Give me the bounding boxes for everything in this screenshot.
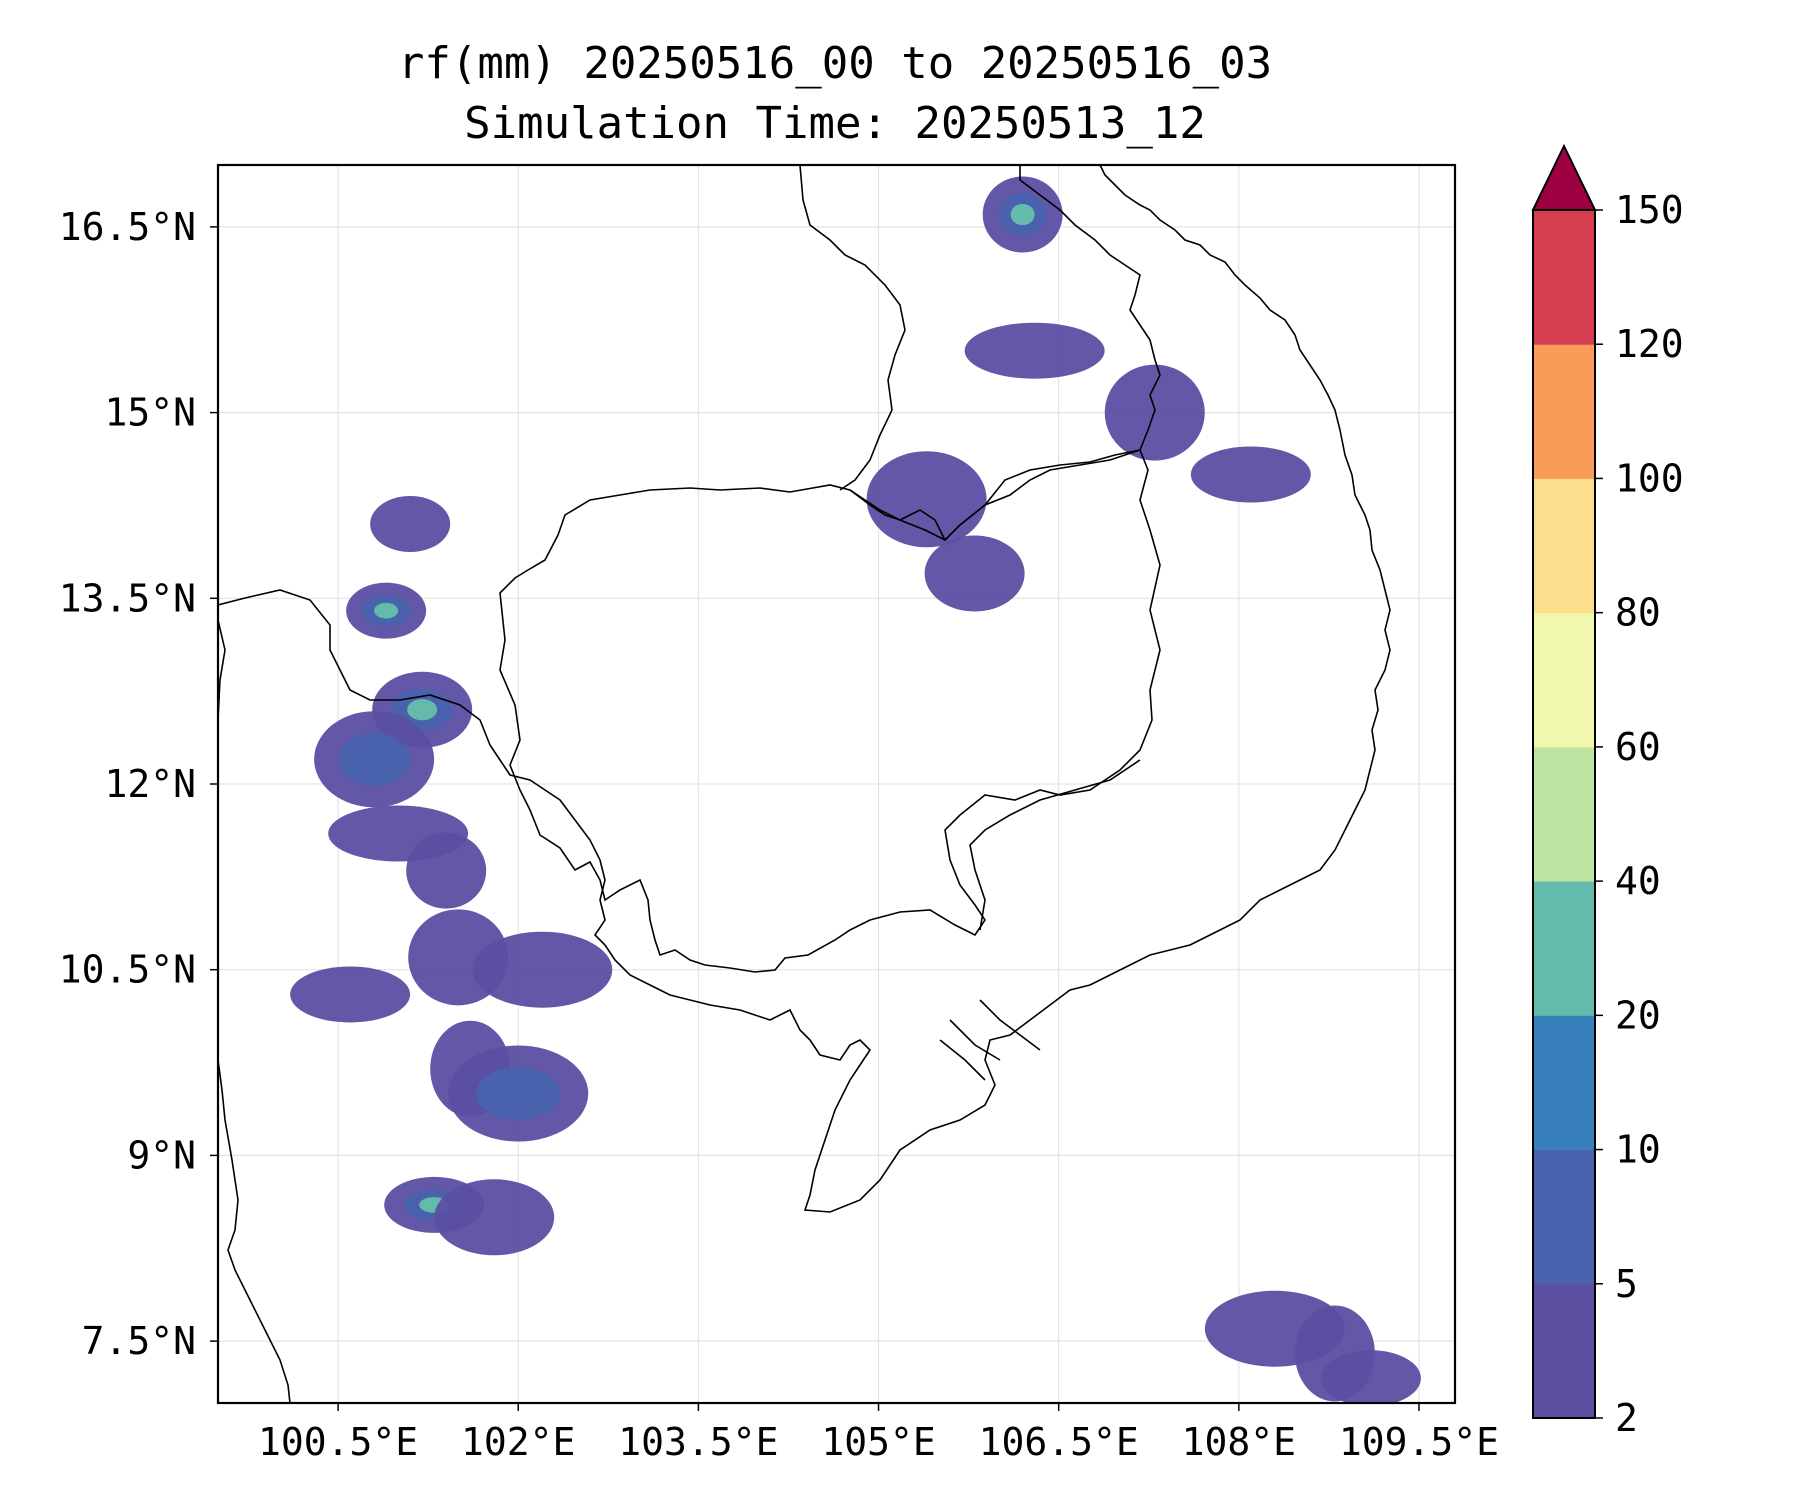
lat-tick-label: 9°N [127, 1133, 196, 1177]
lon-tick-label: 108°E [1182, 1420, 1296, 1464]
lat-tick-label: 12°N [104, 762, 196, 806]
colorbar-segment [1533, 1149, 1595, 1285]
lon-tick-label: 106.5°E [979, 1420, 1139, 1464]
colorbar-tick-label: 80 [1615, 591, 1661, 635]
colorbar-segment [1533, 478, 1595, 614]
colorbar-segment [1533, 1015, 1595, 1151]
colorbar-tick-label: 20 [1615, 993, 1661, 1037]
lon-tick-label: 103.5°E [618, 1420, 778, 1464]
lat-tick-label: 10.5°N [59, 948, 196, 992]
map-title: rf(mm) 20250516_00 to 20250516_03 Simula… [210, 34, 1460, 154]
rain-cell-core [407, 699, 438, 721]
laos-cambodia-border [849, 449, 1141, 542]
rain-cell [1320, 1350, 1421, 1403]
gulf-coast-west [218, 589, 606, 946]
mekong-delta-islands [939, 999, 1041, 1081]
colorbar-tick-label: 60 [1615, 725, 1661, 769]
colorbar-segment [1533, 881, 1595, 1016]
title-line-2: Simulation Time: 20250513_12 [464, 98, 1206, 149]
lat-tick-label: 7.5°N [82, 1319, 196, 1363]
colorbar-segment [1533, 1283, 1595, 1419]
colorbar-tick-label: 100 [1615, 456, 1684, 500]
colorbar-segment [1533, 344, 1595, 479]
rain-cell [472, 931, 613, 1008]
lat-tick-label: 15°N [104, 391, 196, 435]
rain-cell [866, 451, 987, 548]
cambodia-coast [604, 944, 811, 1041]
colorbar-segment [1533, 210, 1595, 345]
colorbar-tick-label: 150 [1615, 188, 1684, 232]
rain-cell [290, 966, 411, 1023]
lon-tick-label: 105°E [821, 1420, 935, 1464]
colorbar-tick-label: 5 [1615, 1262, 1638, 1306]
colorbar-tick-label: 10 [1615, 1128, 1661, 1172]
vietnam-cambodia-border [969, 759, 1141, 931]
cambodia-border [499, 449, 1161, 973]
rain-cell [964, 322, 1105, 379]
laos-thailand-border [799, 165, 906, 491]
colorbar-segment [1533, 746, 1595, 882]
coastlines-and-borders [218, 165, 1391, 1403]
laos-vietnam-border [1019, 165, 1161, 451]
colorbar-frame [1532, 209, 1596, 1419]
lon-tick-label: 109.5°E [1339, 1420, 1499, 1464]
colorbar-tick-label: 40 [1615, 859, 1661, 903]
colorbar-tick-label: 120 [1615, 322, 1684, 366]
lat-tick-label: 16.5°N [59, 205, 196, 249]
rain-cell-inner [338, 732, 411, 786]
rain-cell-core [1010, 203, 1035, 226]
colorbar: 2 5 10 20 40 60 80 100 120 150 [1531, 143, 1684, 1440]
rain-cell-inner [476, 1067, 561, 1120]
colorbar-extend-arrow [1531, 143, 1597, 211]
title-line-1: rf(mm) 20250516_00 to 20250516_03 [397, 38, 1273, 89]
colorbar-tick-label: 2 [1615, 1396, 1638, 1440]
lon-tick-label: 100.5°E [258, 1420, 418, 1464]
rain-cell [370, 496, 451, 553]
lat-tick-label: 13.5°N [59, 576, 196, 620]
lon-tick-label: 102°E [461, 1420, 575, 1464]
rain-cell [434, 1179, 555, 1256]
rainfall-field [290, 176, 1421, 1403]
rain-cell [924, 535, 1025, 612]
axis-ticks: 100.5°E 102°E 103.5°E 105°E 106.5°E 108°E 109.… [59, 205, 1499, 1464]
vietnam-south-coast [803, 165, 1391, 1213]
colorbar-segment [1533, 612, 1595, 748]
rain-cell [1190, 446, 1311, 503]
rain-cell-core [374, 602, 399, 619]
rain-cell [406, 832, 487, 909]
